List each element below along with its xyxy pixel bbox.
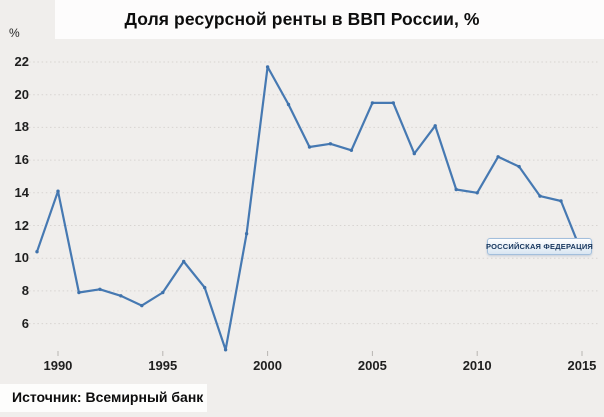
data-point: [223, 348, 228, 352]
y-axis-unit-label: %: [9, 26, 20, 40]
data-point: [203, 285, 207, 290]
x-axis-label: 1995: [148, 358, 178, 373]
data-point: [475, 191, 479, 195]
data-point: [559, 199, 563, 203]
data-point: [454, 187, 458, 192]
data-point: [77, 290, 81, 295]
y-axis-label: 8: [21, 282, 29, 298]
source-note: Источник: Всемирный банк: [12, 389, 204, 405]
data-point: [538, 194, 542, 198]
data-point: [161, 290, 165, 295]
data-point: [119, 294, 123, 298]
y-axis-label: 14: [14, 184, 29, 200]
x-axis-label: 2005: [357, 358, 387, 373]
y-axis-label: 6: [21, 315, 29, 331]
series-label-chip[interactable]: РОССИЙСКАЯ ФЕДЕРАЦИЯ: [486, 238, 593, 255]
data-point: [98, 287, 102, 291]
y-axis-label: 18: [14, 119, 29, 135]
x-axis-label: 1990: [43, 358, 73, 373]
data-point: [307, 145, 312, 149]
data-point: [35, 250, 39, 254]
data-line: [35, 65, 584, 351]
data-point: [140, 303, 144, 308]
data-point: [433, 124, 437, 128]
data-point: [265, 65, 270, 69]
data-point: [56, 189, 60, 193]
x-axis-label: 2015: [567, 358, 597, 373]
data-point: [391, 101, 395, 105]
data-point: [286, 102, 291, 107]
x-axis-label: 2010: [462, 358, 492, 373]
data-point: [412, 151, 416, 156]
title-background-band: [55, 0, 604, 39]
y-axis-label: 22: [14, 54, 29, 69]
source-background-band: [0, 384, 207, 412]
data-point: [496, 155, 500, 159]
data-point: [328, 142, 333, 146]
data-point: [517, 164, 521, 169]
data-point: [244, 232, 249, 236]
y-axis-label: 12: [14, 217, 29, 233]
y-axis-label: 10: [14, 250, 29, 266]
chart-title: Доля ресурсной ренты в ВВП России, %: [124, 9, 480, 29]
x-axis-label: 2000: [253, 358, 282, 373]
data-point: [370, 101, 375, 105]
data-point: [349, 148, 354, 152]
y-axis-label: 16: [14, 152, 29, 168]
data-point: [182, 259, 186, 264]
y-axis-label: 20: [14, 86, 29, 102]
